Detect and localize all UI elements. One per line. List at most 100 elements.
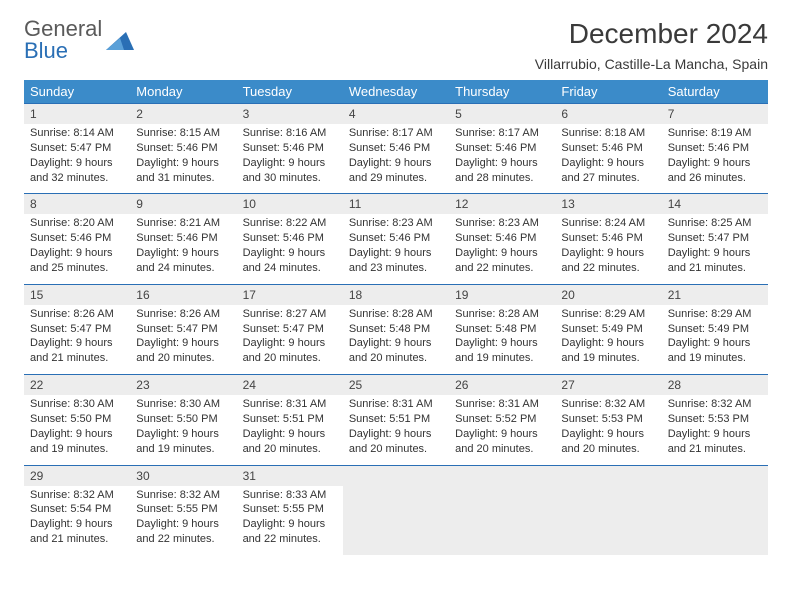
day-number: 29 — [30, 469, 43, 483]
day-sr: Sunrise: 8:28 AM — [349, 307, 443, 322]
day-info-cell: Sunrise: 8:28 AMSunset: 5:48 PMDaylight:… — [449, 305, 555, 375]
daynum-row: 891011121314 — [24, 194, 768, 215]
day-d1: Daylight: 9 hours — [136, 517, 230, 532]
day-d1: Daylight: 9 hours — [243, 156, 337, 171]
day-d1: Daylight: 9 hours — [30, 517, 124, 532]
day-d1: Daylight: 9 hours — [349, 427, 443, 442]
day-info-cell: Sunrise: 8:20 AMSunset: 5:46 PMDaylight:… — [24, 214, 130, 284]
day-number: 12 — [455, 197, 468, 211]
day-ss: Sunset: 5:46 PM — [243, 231, 337, 246]
day-sr: Sunrise: 8:28 AM — [455, 307, 549, 322]
day-number-cell: 2 — [130, 104, 236, 125]
info-row: Sunrise: 8:26 AMSunset: 5:47 PMDaylight:… — [24, 305, 768, 375]
day-sr: Sunrise: 8:15 AM — [136, 126, 230, 141]
day-ss: Sunset: 5:46 PM — [136, 141, 230, 156]
header: General Blue December 2024 Villarrubio, … — [24, 18, 768, 72]
day-info-cell: Sunrise: 8:19 AMSunset: 5:46 PMDaylight:… — [662, 124, 768, 194]
day-d2: and 29 minutes. — [349, 171, 443, 186]
day-d2: and 23 minutes. — [349, 261, 443, 276]
day-number-cell: 15 — [24, 284, 130, 305]
day-info-cell: Sunrise: 8:32 AMSunset: 5:55 PMDaylight:… — [130, 486, 236, 555]
day-sr: Sunrise: 8:30 AM — [136, 397, 230, 412]
day-sr: Sunrise: 8:17 AM — [349, 126, 443, 141]
weekday-header: Tuesday — [237, 80, 343, 104]
day-info-cell: Sunrise: 8:16 AMSunset: 5:46 PMDaylight:… — [237, 124, 343, 194]
day-d2: and 20 minutes. — [455, 442, 549, 457]
daynum-row: 22232425262728 — [24, 375, 768, 396]
day-info-cell: Sunrise: 8:31 AMSunset: 5:51 PMDaylight:… — [237, 395, 343, 465]
weekday-header: Saturday — [662, 80, 768, 104]
day-number-cell: 19 — [449, 284, 555, 305]
month-title: December 2024 — [535, 18, 768, 50]
day-ss: Sunset: 5:46 PM — [136, 231, 230, 246]
day-sr: Sunrise: 8:18 AM — [561, 126, 655, 141]
day-sr: Sunrise: 8:29 AM — [561, 307, 655, 322]
day-info-cell — [555, 486, 661, 555]
day-number-cell: 31 — [237, 465, 343, 486]
day-d1: Daylight: 9 hours — [561, 246, 655, 261]
day-info-cell: Sunrise: 8:21 AMSunset: 5:46 PMDaylight:… — [130, 214, 236, 284]
logo-line1: General — [24, 18, 102, 40]
day-ss: Sunset: 5:46 PM — [561, 141, 655, 156]
day-sr: Sunrise: 8:21 AM — [136, 216, 230, 231]
day-d1: Daylight: 9 hours — [349, 336, 443, 351]
day-info-cell: Sunrise: 8:27 AMSunset: 5:47 PMDaylight:… — [237, 305, 343, 375]
info-row: Sunrise: 8:20 AMSunset: 5:46 PMDaylight:… — [24, 214, 768, 284]
day-ss: Sunset: 5:48 PM — [349, 322, 443, 337]
day-number: 20 — [561, 288, 574, 302]
day-sr: Sunrise: 8:23 AM — [455, 216, 549, 231]
day-ss: Sunset: 5:49 PM — [668, 322, 762, 337]
day-d2: and 21 minutes. — [668, 442, 762, 457]
day-sr: Sunrise: 8:17 AM — [455, 126, 549, 141]
day-number: 6 — [561, 107, 568, 121]
day-info-cell: Sunrise: 8:17 AMSunset: 5:46 PMDaylight:… — [343, 124, 449, 194]
day-d2: and 30 minutes. — [243, 171, 337, 186]
day-number: 5 — [455, 107, 462, 121]
day-number-cell: 11 — [343, 194, 449, 215]
day-number-cell: 18 — [343, 284, 449, 305]
day-d1: Daylight: 9 hours — [30, 156, 124, 171]
day-number: 3 — [243, 107, 250, 121]
day-info-cell: Sunrise: 8:26 AMSunset: 5:47 PMDaylight:… — [24, 305, 130, 375]
day-d1: Daylight: 9 hours — [243, 427, 337, 442]
day-info-cell — [662, 486, 768, 555]
day-number: 26 — [455, 378, 468, 392]
day-sr: Sunrise: 8:22 AM — [243, 216, 337, 231]
day-d1: Daylight: 9 hours — [243, 336, 337, 351]
day-d1: Daylight: 9 hours — [243, 517, 337, 532]
day-d2: and 20 minutes. — [243, 442, 337, 457]
day-info-cell: Sunrise: 8:25 AMSunset: 5:47 PMDaylight:… — [662, 214, 768, 284]
weekday-header: Monday — [130, 80, 236, 104]
day-d1: Daylight: 9 hours — [349, 246, 443, 261]
day-number-cell: 7 — [662, 104, 768, 125]
day-info-cell: Sunrise: 8:14 AMSunset: 5:47 PMDaylight:… — [24, 124, 130, 194]
day-number-cell: 12 — [449, 194, 555, 215]
day-sr: Sunrise: 8:26 AM — [136, 307, 230, 322]
day-d2: and 25 minutes. — [30, 261, 124, 276]
day-d2: and 19 minutes. — [561, 351, 655, 366]
day-d1: Daylight: 9 hours — [243, 246, 337, 261]
day-ss: Sunset: 5:46 PM — [30, 231, 124, 246]
day-number-cell: 26 — [449, 375, 555, 396]
day-number-cell: 28 — [662, 375, 768, 396]
logo-text: General Blue — [24, 18, 102, 62]
day-number: 23 — [136, 378, 149, 392]
day-info-cell: Sunrise: 8:28 AMSunset: 5:48 PMDaylight:… — [343, 305, 449, 375]
day-number: 21 — [668, 288, 681, 302]
day-ss: Sunset: 5:51 PM — [349, 412, 443, 427]
day-d1: Daylight: 9 hours — [668, 336, 762, 351]
day-number-cell: 10 — [237, 194, 343, 215]
day-d2: and 19 minutes. — [136, 442, 230, 457]
day-number: 2 — [136, 107, 143, 121]
day-number-cell: 8 — [24, 194, 130, 215]
day-d1: Daylight: 9 hours — [668, 156, 762, 171]
day-d1: Daylight: 9 hours — [561, 156, 655, 171]
day-number-cell: 16 — [130, 284, 236, 305]
day-info-cell: Sunrise: 8:32 AMSunset: 5:54 PMDaylight:… — [24, 486, 130, 555]
day-d2: and 24 minutes. — [136, 261, 230, 276]
day-number: 27 — [561, 378, 574, 392]
day-sr: Sunrise: 8:32 AM — [136, 488, 230, 503]
day-info-cell: Sunrise: 8:33 AMSunset: 5:55 PMDaylight:… — [237, 486, 343, 555]
day-number: 15 — [30, 288, 43, 302]
day-number: 16 — [136, 288, 149, 302]
